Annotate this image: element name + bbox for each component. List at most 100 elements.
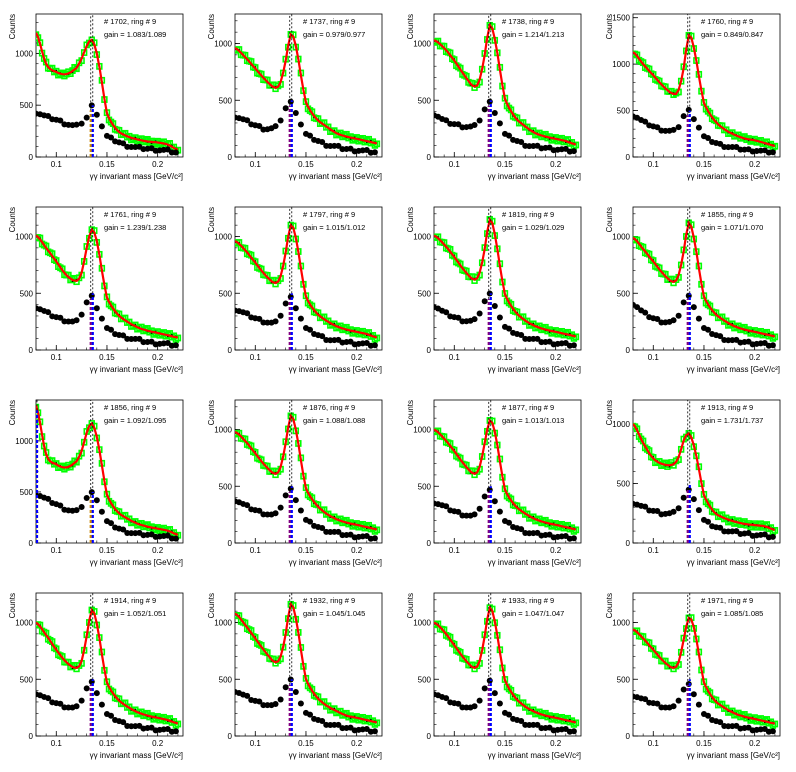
y-axis-label: Counts (406, 207, 415, 232)
data-point-lower (282, 492, 289, 499)
panel-title: # 1738, ring # 9 (502, 17, 554, 26)
data-point-lower (244, 117, 251, 124)
chart-svg: 0 500 1000 0.1 0.15 0.2 γγ invariant mass [GeV… (8, 206, 184, 374)
data-point-lower (282, 300, 289, 307)
data-marker-upper (71, 667, 74, 670)
y-tick-label: 0 (427, 346, 432, 355)
fit-curve (235, 413, 378, 531)
data-point-lower (481, 106, 488, 113)
chart-svg: 0 500 1000 0.1 0.15 0.2 γγ invariant mass [GeV… (207, 13, 383, 181)
data-marker-upper (349, 138, 352, 140)
y-axis-label: Counts (207, 400, 216, 425)
x-axis-label: γγ invariant mass [GeV/c²] (488, 751, 581, 760)
data-point-lower (98, 508, 105, 515)
data-point-lower (120, 526, 127, 533)
x-tick-label: 0.1 (250, 546, 262, 555)
fit-curve (434, 418, 577, 531)
y-axis-label: Counts (605, 207, 614, 232)
data-point-lower (319, 333, 326, 340)
data-marker-upper (532, 516, 535, 518)
panel-title: # 1971, ring # 9 (701, 596, 753, 605)
data-point-lower (93, 305, 100, 312)
x-tick-label: 0.1 (51, 353, 63, 362)
data-point-lower (73, 121, 80, 128)
data-point-lower (172, 535, 179, 542)
data-marker-upper (171, 144, 173, 147)
y-axis-label: Counts (605, 14, 614, 39)
y-tick-label: 1000 (214, 233, 232, 242)
data-point-lower (642, 118, 649, 125)
data-point-lower (93, 690, 100, 697)
data-marker-upper (569, 525, 571, 528)
data-point-lower (642, 503, 649, 510)
x-tick-label: 0.15 (298, 546, 314, 555)
panel-gain: gain = 1.045/1.045 (303, 609, 365, 618)
data-point-lower (496, 700, 503, 707)
y-tick-label: 500 (20, 101, 34, 110)
chart-panel: 0 500 1000 0.1 0.15 0.2 γγ invariant mass [GeV… (398, 193, 597, 386)
data-marker-upper (548, 524, 551, 526)
data-marker-upper (150, 332, 153, 334)
chart-panel: 0 500 1000 0.1 0.15 0.2 γγ invariant mass [GeV… (597, 386, 796, 579)
plot-frame (632, 206, 781, 351)
data-marker-upper (548, 138, 551, 140)
y-tick-label: 1000 (413, 40, 431, 49)
data-marker-upper (747, 525, 750, 527)
data-marker-upper (349, 331, 352, 333)
x-tick-label: 0.2 (550, 546, 562, 555)
data-point-lower (297, 121, 304, 128)
data-point-lower (690, 691, 697, 698)
x-tick-label: 0.2 (749, 160, 761, 169)
data-point-lower (634, 304, 641, 311)
data-point-lower (690, 304, 697, 311)
data-point-lower (98, 701, 105, 708)
x-axis-label: γγ invariant mass [GeV/c²] (90, 558, 183, 567)
fit-curve (36, 607, 179, 725)
data-point-lower (319, 525, 326, 532)
data-point-lower (491, 109, 498, 116)
x-axis-label: γγ invariant mass [GeV/c²] (488, 365, 581, 374)
plot-area (633, 207, 779, 350)
x-tick-label: 0.2 (749, 546, 761, 555)
panel-title: # 1877, ring # 9 (502, 403, 554, 412)
data-marker-upper (333, 323, 336, 325)
data-point-lower (371, 535, 378, 542)
data-point-lower (680, 113, 687, 120)
y-tick-label: 1000 (15, 233, 33, 242)
data-point-lower (670, 126, 677, 133)
data-point-lower (78, 311, 85, 318)
plot-area (235, 14, 381, 157)
y-tick-label: 0 (626, 346, 631, 355)
data-point-lower (307, 711, 314, 718)
x-axis-label: γγ invariant mass [GeV/c²] (687, 751, 780, 760)
panel-title: # 1876, ring # 9 (303, 403, 355, 412)
x-tick-label: 0.1 (648, 353, 660, 362)
y-tick-label: 1000 (413, 233, 431, 242)
data-point-lower (282, 684, 289, 691)
data-marker-upper (569, 140, 571, 142)
data-point-lower (670, 317, 677, 324)
x-tick-label: 0.2 (351, 353, 363, 362)
data-point-lower (83, 495, 90, 502)
y-tick-label: 500 (617, 289, 631, 298)
data-point-lower (705, 135, 712, 142)
data-marker-upper (349, 524, 352, 526)
panel-gain: gain = 1.239/1.238 (104, 223, 166, 232)
x-axis-label: γγ invariant mass [GeV/c²] (289, 751, 382, 760)
data-point-lower (769, 728, 776, 735)
data-point-lower (481, 685, 488, 692)
data-point-lower (335, 528, 342, 535)
fit-curve (434, 605, 577, 724)
data-point-lower (695, 507, 702, 514)
data-point-lower (476, 505, 483, 512)
data-point-lower (443, 695, 450, 702)
x-axis-label: γγ invariant mass [GeV/c²] (687, 365, 780, 374)
data-point-lower (98, 315, 105, 322)
chart-svg: 0 500 1000 0.1 0.15 0.2 γγ invariant mass [GeV… (8, 13, 184, 181)
data-marker-upper (569, 332, 571, 335)
plot-area (36, 400, 182, 543)
x-axis-label: γγ invariant mass [GeV/c²] (488, 172, 581, 181)
y-tick-label: 1500 (612, 14, 630, 23)
data-point-lower (292, 688, 299, 695)
data-point-lower (443, 117, 450, 124)
